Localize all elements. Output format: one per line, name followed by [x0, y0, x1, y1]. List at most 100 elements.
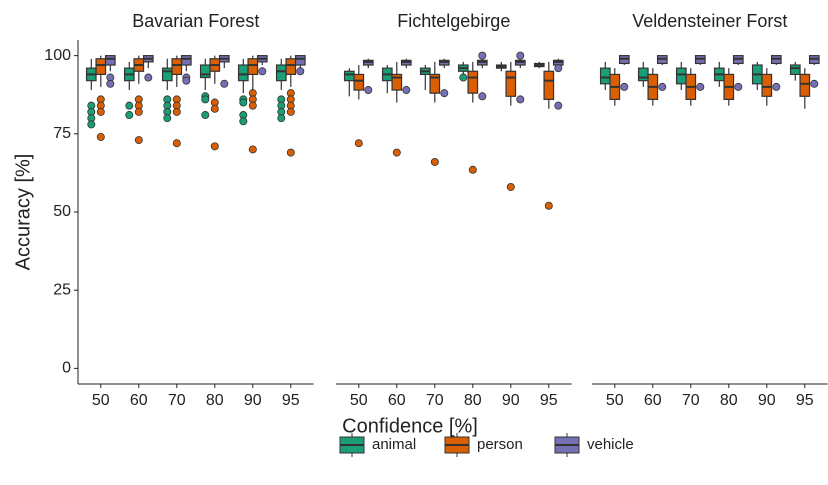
facet-title: Veldensteiner Forst [632, 11, 787, 31]
x-tick-label: 80 [720, 392, 738, 409]
outlier [286, 148, 295, 157]
outlier [516, 95, 525, 104]
outlier [506, 182, 515, 191]
x-tick-label: 95 [282, 392, 300, 409]
box [95, 58, 107, 76]
y-tick-label: 25 [53, 281, 71, 298]
x-tick-label: 60 [388, 392, 406, 409]
outlier [258, 67, 267, 76]
y-axis-title: Accuracy [%] [12, 154, 34, 271]
outlier [392, 148, 401, 157]
outlier [201, 111, 210, 120]
y-tick-label: 0 [62, 360, 71, 377]
outlier [172, 107, 181, 116]
facet-title: Bavarian Forest [132, 11, 259, 31]
outlier [239, 98, 248, 107]
x-tick-label: 95 [540, 392, 558, 409]
x-tick-label: 90 [502, 392, 520, 409]
box [171, 58, 183, 76]
x-tick-label: 80 [464, 392, 482, 409]
box [391, 73, 403, 91]
outlier [286, 107, 295, 116]
outlier [468, 165, 477, 174]
box [543, 70, 555, 101]
outlier [134, 136, 143, 145]
x-tick-label: 50 [92, 392, 110, 409]
box [789, 64, 801, 75]
outlier [296, 67, 305, 76]
outlier [96, 132, 105, 141]
box [199, 64, 211, 79]
box [467, 70, 479, 94]
box [247, 58, 259, 76]
box [353, 73, 365, 91]
outlier [172, 139, 181, 148]
outlier [734, 82, 743, 91]
outlier [239, 117, 248, 126]
box [761, 73, 773, 97]
x-tick-label: 90 [244, 392, 262, 409]
outlier [516, 51, 525, 60]
legend-label: animal [372, 436, 416, 453]
x-tick-label: 60 [130, 392, 148, 409]
outlier [248, 145, 257, 154]
outlier [440, 89, 449, 98]
outlier [554, 101, 563, 110]
outlier [810, 79, 819, 88]
facet-title: Fichtelgebirge [397, 11, 510, 31]
box [675, 67, 687, 85]
box [429, 73, 441, 94]
box [237, 64, 249, 82]
outlier [182, 76, 191, 85]
outlier [201, 95, 210, 104]
y-tick-label: 100 [44, 47, 71, 64]
outlier [96, 107, 105, 116]
box [343, 70, 355, 82]
box [294, 55, 306, 66]
outlier [620, 82, 629, 91]
x-tick-label: 60 [644, 392, 662, 409]
outlier [554, 64, 563, 73]
outlier [125, 111, 134, 120]
x-tick-label: 95 [796, 392, 814, 409]
y-tick-label: 75 [53, 125, 71, 142]
x-axis-title: Confidence [%] [342, 415, 478, 437]
outlier [144, 73, 153, 82]
outlier [696, 82, 705, 91]
outlier [210, 104, 219, 113]
outlier [459, 73, 468, 82]
outlier [364, 86, 373, 95]
box [104, 55, 116, 66]
outlier [134, 107, 143, 116]
box [275, 64, 287, 82]
x-tick-label: 90 [758, 392, 776, 409]
outlier [478, 92, 487, 101]
box [180, 55, 192, 66]
x-tick-label: 70 [168, 392, 186, 409]
legend-label: person [477, 436, 523, 453]
outlier [430, 157, 439, 166]
outlier [772, 82, 781, 91]
outlier [125, 101, 134, 110]
outlier [248, 101, 257, 110]
outlier [478, 51, 487, 60]
outlier [106, 79, 115, 88]
legend-label: vehicle [587, 436, 634, 453]
x-tick-label: 70 [682, 392, 700, 409]
outlier [163, 114, 172, 123]
y-tick-label: 50 [53, 203, 71, 220]
x-tick-label: 50 [606, 392, 624, 409]
outlier [658, 82, 667, 91]
x-tick-label: 80 [206, 392, 224, 409]
box [637, 67, 649, 82]
box [799, 73, 811, 97]
x-tick-label: 50 [350, 392, 368, 409]
box [161, 67, 173, 82]
box [505, 70, 517, 97]
outlier [544, 201, 553, 210]
x-tick-label: 70 [426, 392, 444, 409]
outlier [354, 139, 363, 148]
outlier [277, 114, 286, 123]
box [599, 67, 611, 85]
